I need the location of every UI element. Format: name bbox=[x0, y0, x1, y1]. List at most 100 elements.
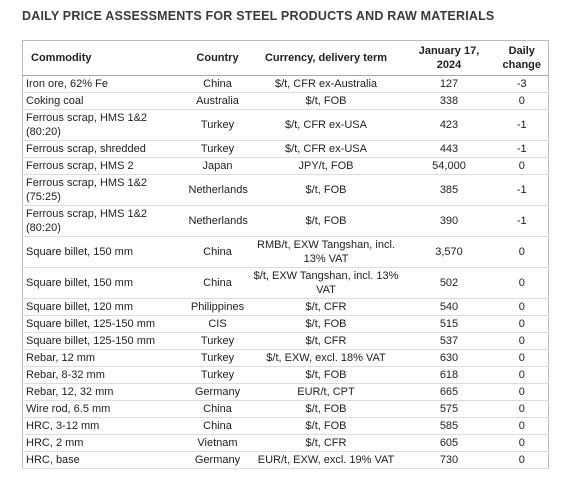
table-cell: $/t, EXW, excl. 18% VAT bbox=[249, 349, 403, 367]
table-cell: $/t, CFR bbox=[249, 434, 403, 452]
table-cell: 730 bbox=[402, 451, 496, 469]
table-row: Rebar, 8-32 mm Turkey $/t, FOB 618 0 bbox=[22, 366, 549, 384]
table-cell: Square billet, 125-150 mm bbox=[22, 315, 186, 333]
table-cell: 390 bbox=[402, 205, 496, 237]
cell-text: 385 bbox=[439, 184, 459, 196]
table-row: Iron ore, 62% Fe China $/t, CFR ex-Austral… bbox=[22, 75, 549, 93]
cell-text: Daily change bbox=[502, 45, 541, 71]
table-row: Rebar, 12, 32 mm Germany EUR/t, CPT 665 0 bbox=[22, 383, 549, 401]
cell-text: HRC, 3-12 mm bbox=[26, 420, 100, 432]
table-cell: 0 bbox=[495, 400, 549, 418]
table-cell: $/t, CFR bbox=[249, 298, 403, 316]
cell-text: Rebar, 12, 32 mm bbox=[26, 386, 114, 398]
table-cell: Ferrous scrap, shredded bbox=[22, 140, 186, 158]
table-cell: 575 bbox=[402, 400, 496, 418]
table-cell: EUR/t, CPT bbox=[249, 383, 403, 401]
table-cell: $/t, FOB bbox=[249, 417, 403, 435]
cell-text: 618 bbox=[439, 369, 459, 381]
table-cell: 0 bbox=[495, 298, 549, 316]
cell-text: Philippines bbox=[190, 301, 245, 313]
table-cell: 54,000 bbox=[402, 157, 496, 175]
column-header: January 17, 2024 bbox=[402, 40, 496, 76]
table-cell: Square billet, 125-150 mm bbox=[22, 332, 186, 350]
cell-text: 0 bbox=[518, 301, 525, 313]
cell-text: $/t, CFR ex-Australia bbox=[274, 78, 378, 90]
table-cell: EUR/t, EXW, excl. 19% VAT bbox=[249, 451, 403, 469]
table-cell: 537 bbox=[402, 332, 496, 350]
table-cell: Turkey bbox=[185, 140, 250, 158]
title: DAILY PRICE ASSESSMENTS FOR STEEL PRODUC… bbox=[22, 9, 495, 23]
cell-text: 502 bbox=[439, 277, 459, 289]
table-cell: -1 bbox=[495, 174, 549, 206]
table-row: HRC, base Germany EUR/t, EXW, excl. 19% VA… bbox=[22, 451, 549, 469]
column-header: Currency, delivery term bbox=[249, 40, 403, 76]
cell-text: 443 bbox=[439, 143, 459, 155]
table-cell: Philippines bbox=[185, 298, 250, 316]
table-cell: 423 bbox=[402, 109, 496, 141]
table-row: HRC, 3-12 mm China $/t, FOB 585 0 bbox=[22, 417, 549, 435]
table-cell: Turkey bbox=[185, 109, 250, 141]
table-cell: 0 bbox=[495, 349, 549, 367]
table-cell: $/t, FOB bbox=[249, 92, 403, 110]
cell-text: $/t, EXW Tangshan, incl. 13% VAT bbox=[253, 270, 399, 296]
cell-text: 0 bbox=[518, 437, 525, 449]
table-cell: $/t, FOB bbox=[249, 315, 403, 333]
cell-text: $/t, CFR bbox=[305, 301, 347, 313]
cell-text: $/t, CFR ex-USA bbox=[285, 119, 367, 131]
table-cell: 618 bbox=[402, 366, 496, 384]
cell-text: Ferrous scrap, HMS 2 bbox=[26, 160, 134, 172]
cell-text: EUR/t, CPT bbox=[297, 386, 355, 398]
table-cell: $/t, CFR ex-Australia bbox=[249, 75, 403, 93]
cell-text: $/t, FOB bbox=[305, 215, 347, 227]
cell-text: -3 bbox=[516, 78, 527, 90]
table-cell: 502 bbox=[402, 267, 496, 299]
cell-text: Netherlands bbox=[188, 215, 248, 227]
cell-text: RMB/t, EXW Tangshan, incl. 13% VAT bbox=[257, 239, 395, 265]
cell-text: EUR/t, EXW, excl. 19% VAT bbox=[257, 454, 395, 466]
column-header: Country bbox=[185, 40, 250, 76]
cell-text: China bbox=[203, 246, 232, 258]
cell-text: 0 bbox=[518, 246, 525, 258]
cell-text: Netherlands bbox=[188, 184, 248, 196]
cell-text: 423 bbox=[439, 119, 459, 131]
table-cell: 540 bbox=[402, 298, 496, 316]
cell-text: $/t, FOB bbox=[305, 318, 347, 330]
cell-text: Rebar, 12 mm bbox=[26, 352, 96, 364]
cell-text: 0 bbox=[518, 454, 525, 466]
table-cell: 338 bbox=[402, 92, 496, 110]
cell-text: -1 bbox=[516, 184, 527, 196]
table-cell: $/t, FOB bbox=[249, 400, 403, 418]
cell-text: Turkey bbox=[200, 352, 235, 364]
cell-text: 537 bbox=[439, 335, 459, 347]
column-header: Daily change bbox=[495, 40, 549, 76]
cell-text: $/t, FOB bbox=[305, 184, 347, 196]
cell-text: Currency, delivery term bbox=[264, 52, 388, 64]
table-cell: -3 bbox=[495, 75, 549, 93]
cell-text: Square billet, 150 mm bbox=[26, 246, 133, 258]
table-cell: Rebar, 12 mm bbox=[22, 349, 186, 367]
cell-text: Ferrous scrap, HMS 1&2 (80:20) bbox=[26, 112, 148, 138]
cell-text: -1 bbox=[516, 119, 527, 131]
table-cell: JPY/t, FOB bbox=[249, 157, 403, 175]
table-cell: Australia bbox=[185, 92, 250, 110]
cell-text: HRC, 2 mm bbox=[26, 437, 84, 449]
cell-text: 54,000 bbox=[432, 160, 466, 172]
cell-text: Iron ore, 62% Fe bbox=[26, 78, 108, 90]
cell-text: 0 bbox=[518, 160, 525, 172]
cell-text: $/t, FOB bbox=[305, 369, 347, 381]
table-cell: Square billet, 120 mm bbox=[22, 298, 186, 316]
cell-text: 390 bbox=[439, 215, 459, 227]
cell-text: $/t, FOB bbox=[305, 420, 347, 432]
table-cell: 0 bbox=[495, 315, 549, 333]
cell-text: 127 bbox=[439, 78, 459, 90]
table-cell: Germany bbox=[185, 451, 250, 469]
table-cell: China bbox=[185, 75, 250, 93]
cell-text: Turkey bbox=[200, 335, 235, 347]
table-cell: Netherlands bbox=[185, 174, 250, 206]
table-row: Square billet, 150 mm China RMB/t, EXW Tan… bbox=[22, 236, 549, 268]
cell-text: Wire rod, 6.5 mm bbox=[26, 403, 111, 415]
cell-text: Japan bbox=[202, 160, 233, 172]
table-cell: CIS bbox=[185, 315, 250, 333]
table-cell: 0 bbox=[495, 267, 549, 299]
cell-text: 0 bbox=[518, 95, 525, 107]
